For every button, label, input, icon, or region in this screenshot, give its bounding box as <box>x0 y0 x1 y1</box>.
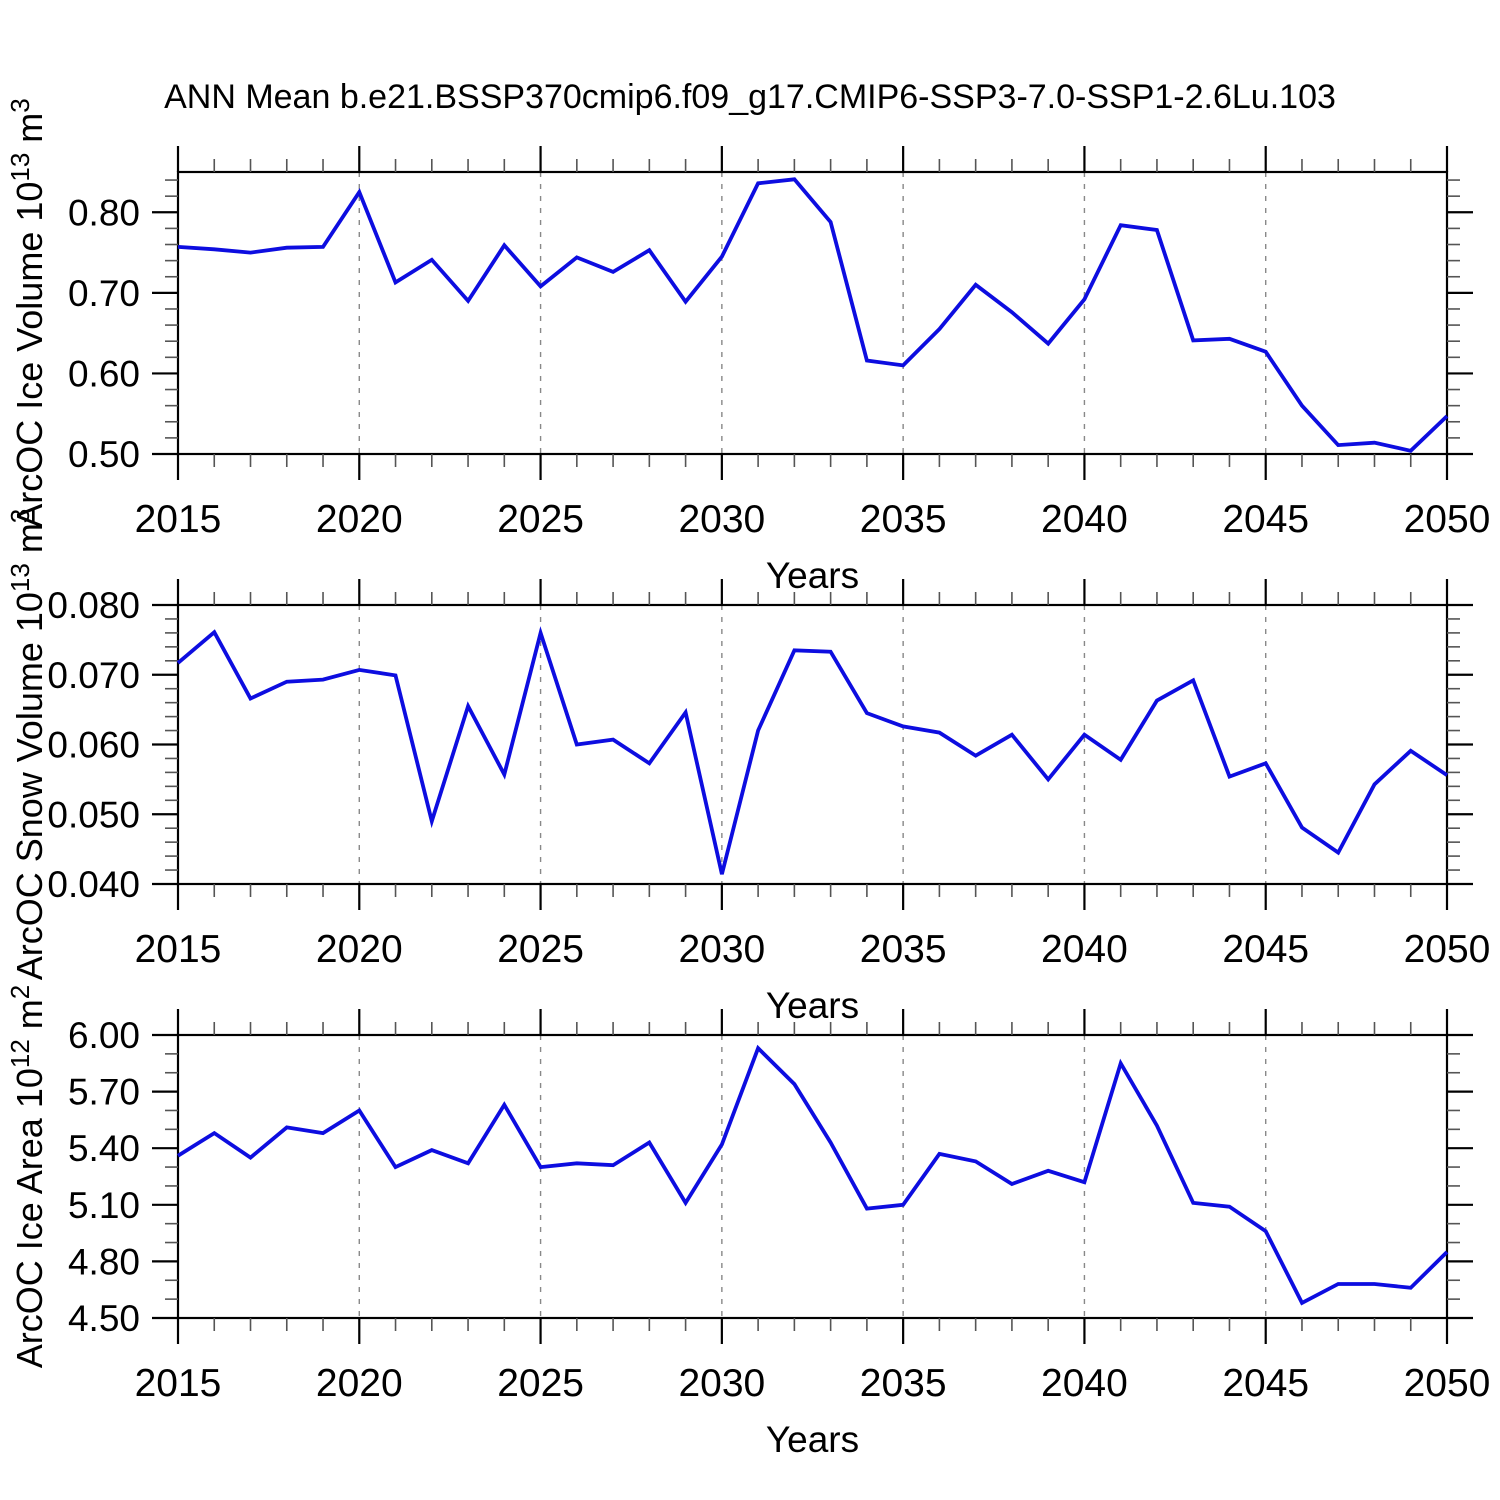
x-tick-label-2020: 2020 <box>316 1362 403 1405</box>
x-tick-label-2015: 2015 <box>135 928 222 971</box>
x-tick-label-2030: 2030 <box>678 1362 765 1405</box>
x-tick-label-2050: 2050 <box>1404 498 1491 541</box>
y-tick-labels-ice-area: 4.50 4.80 5.10 5.40 5.70 6.00 <box>68 1015 140 1339</box>
x-tick-label-2035: 2035 <box>860 498 947 541</box>
panel-ice-volume: 0.50 0.60 0.70 0.80 2015 2020 2025 2030 2035 2040… <box>5 98 1490 596</box>
data-line-snow-volume <box>176 626 1449 875</box>
x-tick-label-2015: 2015 <box>135 1362 222 1405</box>
y-tick-label-0.50: 0.50 <box>68 434 140 475</box>
gridlines-ice-volume <box>358 172 1267 454</box>
y-tick-label-0.70: 0.70 <box>68 273 140 314</box>
x-axis-title-snow-volume: Years <box>766 985 859 1026</box>
x-tick-labels-ice-volume: 2015 2020 2025 2030 2035 2040 2045 2050 <box>135 498 1491 541</box>
y-axis-title-ice-volume: ArcOC Ice Volume 1013 m3 <box>5 98 50 528</box>
x-tick-label-2020: 2020 <box>316 928 403 971</box>
y-tick-label-5.10: 5.10 <box>68 1185 140 1226</box>
x-tick-label-2050: 2050 <box>1404 928 1491 971</box>
panel-ice-area: 4.50 4.80 5.10 5.40 5.70 6.00 2015 2020 2025 2030… <box>5 985 1490 1460</box>
y-axis-title-snow-volume: ArcOC Snow Volume 1013 m3 <box>5 509 50 981</box>
x-tick-label-2035: 2035 <box>860 928 947 971</box>
ticks-ice-volume <box>152 146 1473 480</box>
x-tick-label-2035: 2035 <box>860 1362 947 1405</box>
y-tick-label-4.50: 4.50 <box>68 1298 140 1339</box>
y-tick-label-6.00: 6.00 <box>68 1015 140 1056</box>
chart-title: ANN Mean b.e21.BSSP370cmip6.f09_g17.CMIP… <box>164 78 1336 116</box>
y-tick-label-5.40: 5.40 <box>68 1128 140 1169</box>
x-tick-label-2025: 2025 <box>497 1362 584 1405</box>
x-tick-label-2015: 2015 <box>135 498 222 541</box>
y-tick-label-0.80: 0.80 <box>68 192 140 233</box>
ticks-snow-volume <box>152 579 1473 910</box>
plot-box-snow-volume <box>176 603 1449 886</box>
x-tick-label-2050: 2050 <box>1404 1362 1491 1405</box>
y-tick-label-0.060: 0.060 <box>47 725 140 766</box>
y-tick-label-0.040: 0.040 <box>47 864 140 905</box>
y-tick-label-0.60: 0.60 <box>68 353 140 394</box>
y-tick-label-0.050: 0.050 <box>47 794 140 835</box>
y-tick-label-0.080: 0.080 <box>47 585 140 626</box>
x-tick-label-2040: 2040 <box>1041 1362 1128 1405</box>
x-tick-label-2020: 2020 <box>316 498 403 541</box>
x-tick-label-2045: 2045 <box>1222 928 1309 971</box>
y-tick-labels-ice-volume: 0.50 0.60 0.70 0.80 <box>68 192 140 475</box>
y-tick-label-0.070: 0.070 <box>47 655 140 696</box>
x-axis-title-ice-volume: Years <box>766 555 859 596</box>
y-axis-title-ice-area: ArcOC Ice Area 1012 m2 <box>5 985 50 1369</box>
x-tick-label-2025: 2025 <box>497 498 584 541</box>
x-tick-label-2040: 2040 <box>1041 928 1128 971</box>
data-line-ice-area <box>176 1044 1449 1306</box>
gridlines-snow-volume <box>358 605 1267 884</box>
x-tick-label-2030: 2030 <box>678 928 765 971</box>
ticks-ice-area <box>152 1009 1473 1344</box>
x-tick-label-2045: 2045 <box>1222 498 1309 541</box>
y-tick-labels-snow-volume: 0.040 0.050 0.060 0.070 0.080 <box>47 585 140 905</box>
y-tick-label-4.80: 4.80 <box>68 1241 140 1282</box>
data-line-ice-volume <box>177 177 1449 453</box>
y-tick-label-5.70: 5.70 <box>68 1072 140 1113</box>
x-tick-labels-snow-volume: 2015 2020 2025 2030 2035 2040 2045 2050 <box>135 928 1491 971</box>
x-tick-label-2040: 2040 <box>1041 498 1128 541</box>
x-tick-label-2045: 2045 <box>1222 1362 1309 1405</box>
x-tick-label-2030: 2030 <box>678 498 765 541</box>
x-axis-title-ice-area: Years <box>766 1419 859 1460</box>
panel-snow-volume: 0.040 0.050 0.060 0.070 0.080 2015 2020 2025 203… <box>5 509 1490 1026</box>
plot-box-ice-volume <box>176 170 1449 456</box>
plot-box-ice-area <box>176 1033 1449 1320</box>
x-tick-labels-ice-area: 2015 2020 2025 2030 2035 2040 2045 2050 <box>135 1362 1491 1405</box>
x-tick-label-2025: 2025 <box>497 928 584 971</box>
